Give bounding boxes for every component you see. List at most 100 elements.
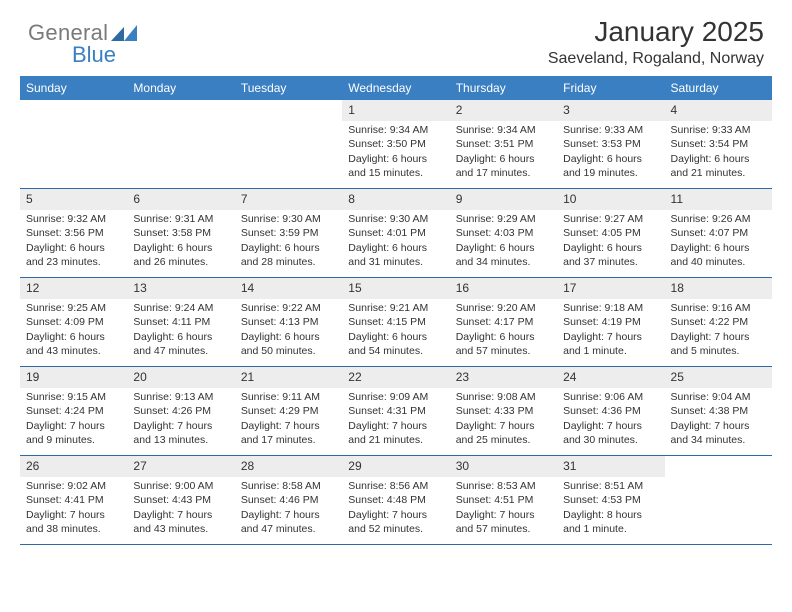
weekday-header: Sunday bbox=[20, 76, 127, 100]
sunrise-line: Sunrise: 9:11 AM bbox=[241, 390, 336, 404]
sunset-line: Sunset: 4:19 PM bbox=[563, 315, 658, 329]
day-content: Sunrise: 9:25 AMSunset: 4:09 PMDaylight:… bbox=[20, 299, 127, 362]
calendar-cell: 16Sunrise: 9:20 AMSunset: 4:17 PMDayligh… bbox=[450, 278, 557, 366]
sunrise-line: Sunrise: 8:56 AM bbox=[348, 479, 443, 493]
calendar-cell: 22Sunrise: 9:09 AMSunset: 4:31 PMDayligh… bbox=[342, 367, 449, 455]
day-content: Sunrise: 9:33 AMSunset: 3:53 PMDaylight:… bbox=[557, 121, 664, 184]
calendar-cell: 26Sunrise: 9:02 AMSunset: 4:41 PMDayligh… bbox=[20, 456, 127, 544]
sunrise-line: Sunrise: 9:20 AM bbox=[456, 301, 551, 315]
daylight-line: Daylight: 6 hours and 34 minutes. bbox=[456, 241, 551, 269]
sunrise-line: Sunrise: 9:34 AM bbox=[348, 123, 443, 137]
sunset-line: Sunset: 4:11 PM bbox=[133, 315, 228, 329]
day-number: 5 bbox=[20, 189, 127, 210]
daylight-line: Daylight: 6 hours and 50 minutes. bbox=[241, 330, 336, 358]
day-number: 21 bbox=[235, 367, 342, 388]
calendar-cell: 17Sunrise: 9:18 AMSunset: 4:19 PMDayligh… bbox=[557, 278, 664, 366]
calendar-body: 1Sunrise: 9:34 AMSunset: 3:50 PMDaylight… bbox=[20, 100, 772, 545]
day-number: 23 bbox=[450, 367, 557, 388]
day-content: Sunrise: 9:00 AMSunset: 4:43 PMDaylight:… bbox=[127, 477, 234, 540]
calendar-cell: 10Sunrise: 9:27 AMSunset: 4:05 PMDayligh… bbox=[557, 189, 664, 277]
day-number: 30 bbox=[450, 456, 557, 477]
calendar-cell: 5Sunrise: 9:32 AMSunset: 3:56 PMDaylight… bbox=[20, 189, 127, 277]
calendar-cell: 23Sunrise: 9:08 AMSunset: 4:33 PMDayligh… bbox=[450, 367, 557, 455]
weekday-header: Monday bbox=[127, 76, 234, 100]
daylight-line: Daylight: 7 hours and 30 minutes. bbox=[563, 419, 658, 447]
calendar-row: 12Sunrise: 9:25 AMSunset: 4:09 PMDayligh… bbox=[20, 278, 772, 367]
calendar-cell: 6Sunrise: 9:31 AMSunset: 3:58 PMDaylight… bbox=[127, 189, 234, 277]
logo-flag-icon bbox=[111, 25, 137, 41]
calendar-cell: 29Sunrise: 8:56 AMSunset: 4:48 PMDayligh… bbox=[342, 456, 449, 544]
sunset-line: Sunset: 4:05 PM bbox=[563, 226, 658, 240]
daylight-line: Daylight: 7 hours and 25 minutes. bbox=[456, 419, 551, 447]
sunset-line: Sunset: 4:38 PM bbox=[671, 404, 766, 418]
day-number: 26 bbox=[20, 456, 127, 477]
daylight-line: Daylight: 6 hours and 37 minutes. bbox=[563, 241, 658, 269]
day-content: Sunrise: 8:56 AMSunset: 4:48 PMDaylight:… bbox=[342, 477, 449, 540]
sunset-line: Sunset: 4:41 PM bbox=[26, 493, 121, 507]
sunrise-line: Sunrise: 9:30 AM bbox=[241, 212, 336, 226]
day-content: Sunrise: 9:34 AMSunset: 3:50 PMDaylight:… bbox=[342, 121, 449, 184]
sunrise-line: Sunrise: 9:04 AM bbox=[671, 390, 766, 404]
sunrise-line: Sunrise: 9:32 AM bbox=[26, 212, 121, 226]
daylight-line: Daylight: 7 hours and 21 minutes. bbox=[348, 419, 443, 447]
daylight-line: Daylight: 7 hours and 17 minutes. bbox=[241, 419, 336, 447]
daylight-line: Daylight: 6 hours and 26 minutes. bbox=[133, 241, 228, 269]
day-content: Sunrise: 9:20 AMSunset: 4:17 PMDaylight:… bbox=[450, 299, 557, 362]
day-number: 14 bbox=[235, 278, 342, 299]
day-number: 9 bbox=[450, 189, 557, 210]
daylight-line: Daylight: 7 hours and 43 minutes. bbox=[133, 508, 228, 536]
logo-text-blue: Blue bbox=[72, 42, 116, 67]
daylight-line: Daylight: 7 hours and 57 minutes. bbox=[456, 508, 551, 536]
sunrise-line: Sunrise: 9:09 AM bbox=[348, 390, 443, 404]
calendar-cell: 4Sunrise: 9:33 AMSunset: 3:54 PMDaylight… bbox=[665, 100, 772, 188]
calendar-cell: 13Sunrise: 9:24 AMSunset: 4:11 PMDayligh… bbox=[127, 278, 234, 366]
calendar-cell: 27Sunrise: 9:00 AMSunset: 4:43 PMDayligh… bbox=[127, 456, 234, 544]
day-content: Sunrise: 9:02 AMSunset: 4:41 PMDaylight:… bbox=[20, 477, 127, 540]
day-content: Sunrise: 8:53 AMSunset: 4:51 PMDaylight:… bbox=[450, 477, 557, 540]
weekday-header: Wednesday bbox=[342, 76, 449, 100]
calendar-cell: 18Sunrise: 9:16 AMSunset: 4:22 PMDayligh… bbox=[665, 278, 772, 366]
day-content: Sunrise: 9:08 AMSunset: 4:33 PMDaylight:… bbox=[450, 388, 557, 451]
calendar-cell: 30Sunrise: 8:53 AMSunset: 4:51 PMDayligh… bbox=[450, 456, 557, 544]
daylight-line: Daylight: 6 hours and 17 minutes. bbox=[456, 152, 551, 180]
day-number: 15 bbox=[342, 278, 449, 299]
day-number: 24 bbox=[557, 367, 664, 388]
weekday-header: Friday bbox=[557, 76, 664, 100]
sunrise-line: Sunrise: 9:00 AM bbox=[133, 479, 228, 493]
sunset-line: Sunset: 4:33 PM bbox=[456, 404, 551, 418]
day-number: 1 bbox=[342, 100, 449, 121]
day-number: 6 bbox=[127, 189, 234, 210]
sunrise-line: Sunrise: 9:27 AM bbox=[563, 212, 658, 226]
weekday-header: Tuesday bbox=[235, 76, 342, 100]
daylight-line: Daylight: 6 hours and 43 minutes. bbox=[26, 330, 121, 358]
sunset-line: Sunset: 4:51 PM bbox=[456, 493, 551, 507]
sunset-line: Sunset: 3:51 PM bbox=[456, 137, 551, 151]
sunrise-line: Sunrise: 8:58 AM bbox=[241, 479, 336, 493]
day-number: 29 bbox=[342, 456, 449, 477]
calendar-cell: 28Sunrise: 8:58 AMSunset: 4:46 PMDayligh… bbox=[235, 456, 342, 544]
calendar-cell: 3Sunrise: 9:33 AMSunset: 3:53 PMDaylight… bbox=[557, 100, 664, 188]
day-content: Sunrise: 9:15 AMSunset: 4:24 PMDaylight:… bbox=[20, 388, 127, 451]
sunrise-line: Sunrise: 9:30 AM bbox=[348, 212, 443, 226]
sunset-line: Sunset: 4:01 PM bbox=[348, 226, 443, 240]
sunset-line: Sunset: 3:53 PM bbox=[563, 137, 658, 151]
day-number: 11 bbox=[665, 189, 772, 210]
daylight-line: Daylight: 6 hours and 57 minutes. bbox=[456, 330, 551, 358]
sunset-line: Sunset: 4:46 PM bbox=[241, 493, 336, 507]
calendar-cell: 20Sunrise: 9:13 AMSunset: 4:26 PMDayligh… bbox=[127, 367, 234, 455]
sunrise-line: Sunrise: 9:34 AM bbox=[456, 123, 551, 137]
sunset-line: Sunset: 4:17 PM bbox=[456, 315, 551, 329]
sunset-line: Sunset: 4:09 PM bbox=[26, 315, 121, 329]
day-number: 19 bbox=[20, 367, 127, 388]
sunrise-line: Sunrise: 9:18 AM bbox=[563, 301, 658, 315]
sunrise-line: Sunrise: 9:33 AM bbox=[563, 123, 658, 137]
calendar-cell: 8Sunrise: 9:30 AMSunset: 4:01 PMDaylight… bbox=[342, 189, 449, 277]
daylight-line: Daylight: 7 hours and 13 minutes. bbox=[133, 419, 228, 447]
calendar-cell: 25Sunrise: 9:04 AMSunset: 4:38 PMDayligh… bbox=[665, 367, 772, 455]
sunset-line: Sunset: 4:24 PM bbox=[26, 404, 121, 418]
sunset-line: Sunset: 4:31 PM bbox=[348, 404, 443, 418]
day-content: Sunrise: 9:29 AMSunset: 4:03 PMDaylight:… bbox=[450, 210, 557, 273]
calendar-cell: 2Sunrise: 9:34 AMSunset: 3:51 PMDaylight… bbox=[450, 100, 557, 188]
daylight-line: Daylight: 6 hours and 21 minutes. bbox=[671, 152, 766, 180]
sunrise-line: Sunrise: 9:13 AM bbox=[133, 390, 228, 404]
